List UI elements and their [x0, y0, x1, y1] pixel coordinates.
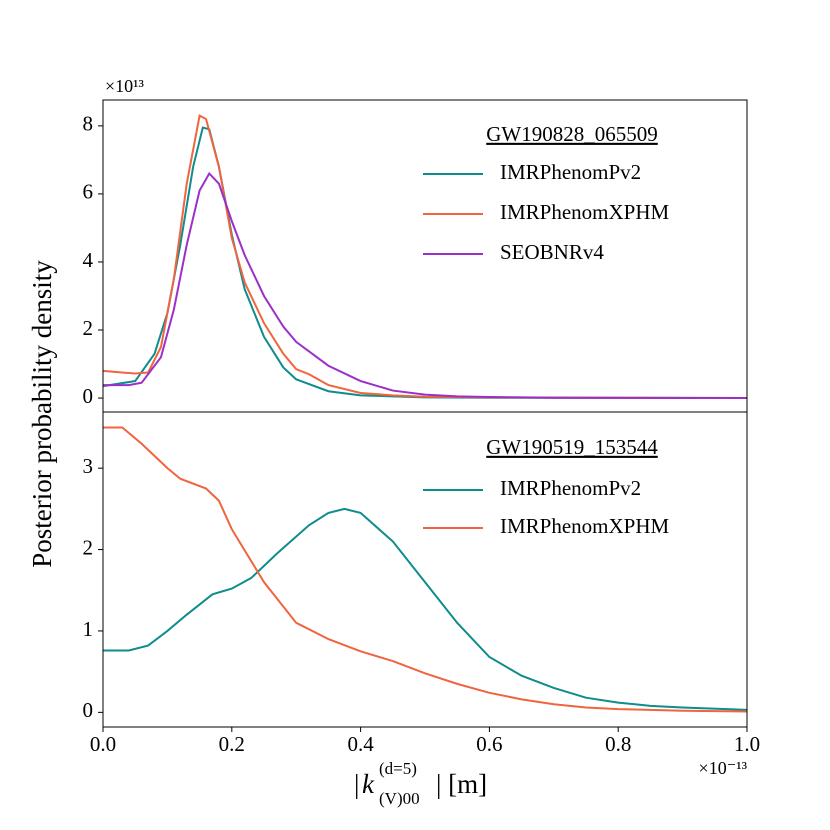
series-line	[103, 171, 747, 400]
legend-label: SEOBNRv4	[500, 240, 604, 264]
axes-frame	[102, 99, 748, 413]
series-line	[103, 426, 747, 713]
x-tick-label: 0.0	[90, 732, 116, 756]
legend-label: IMRPhenomPv2	[500, 476, 641, 500]
legend-label: IMRPhenomXPHM	[500, 200, 670, 224]
y-axis-label: Posterior probability density	[27, 260, 57, 568]
y-tick-label: 1	[83, 617, 94, 641]
y-tick-label: 2	[83, 316, 94, 340]
x-axis-label: (d=5)	[379, 759, 417, 778]
x-offset-label: ×10⁻¹³	[699, 758, 748, 778]
y-tick-label: 2	[83, 535, 94, 559]
x-axis-label: k	[362, 769, 375, 799]
x-tick-label: 0.4	[347, 732, 374, 756]
x-tick-label: 1.0	[734, 732, 760, 756]
y-tick-label: 3	[83, 454, 94, 478]
x-tick-label: 0.8	[605, 732, 631, 756]
legend-label: IMRPhenomPv2	[500, 160, 641, 184]
legend-label: IMRPhenomXPHM	[500, 514, 670, 538]
series-line	[103, 114, 747, 400]
y-tick-label: 6	[83, 180, 94, 204]
y-tick-label: 4	[83, 248, 94, 272]
y-tick-label: 0	[83, 384, 94, 408]
y-tick-label: 0	[83, 698, 94, 722]
legend-title: GW190519_153544	[486, 435, 658, 459]
x-tick-label: 0.2	[219, 732, 245, 756]
series-line	[103, 126, 747, 400]
legend-title: GW190828_065509	[486, 122, 658, 146]
series-line	[103, 507, 747, 711]
x-tick-label: 0.6	[476, 732, 502, 756]
axes-frame	[102, 411, 748, 728]
x-axis-label: |	[354, 769, 359, 799]
x-axis-label: | [m]	[436, 769, 487, 799]
y-offset-label: ×10¹³	[105, 76, 145, 96]
y-tick-label: 8	[83, 112, 94, 136]
x-axis-label: (V)00	[379, 789, 420, 808]
